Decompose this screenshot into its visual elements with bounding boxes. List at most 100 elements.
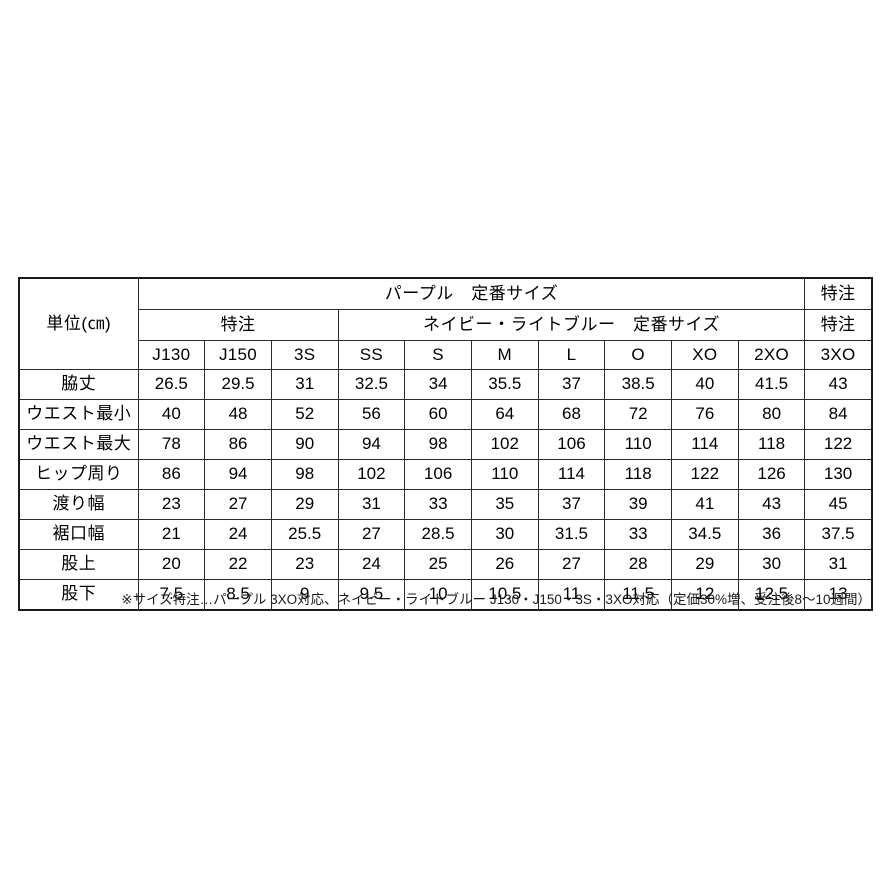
table-cell: 28.5 — [404, 519, 472, 550]
table-cell: 110 — [604, 429, 672, 460]
size-chart-container: 単位(㎝) パープル 定番サイズ 特注 特注 ネイビー・ライトブルー 定番サイズ… — [18, 277, 873, 611]
table-cell: 10 — [404, 579, 472, 611]
table-cell: 84 — [804, 399, 873, 430]
table-cell: 114 — [671, 429, 739, 460]
table-cell: 118 — [604, 459, 672, 490]
table-cell: 52 — [270, 399, 339, 430]
header-row-size-names: J130 J150 3S SS S M L O XO 2XO 3XO — [19, 340, 873, 370]
table-cell: 28 — [604, 549, 672, 580]
table-cell: 33 — [604, 519, 672, 550]
table-cell: 9.5 — [337, 579, 406, 611]
size-header-j150: J150 — [204, 340, 272, 370]
table-cell: 12 — [671, 579, 739, 611]
row-label: 脇丈 — [18, 369, 139, 400]
table-cell: 102 — [337, 459, 406, 490]
size-header-o: O — [604, 340, 672, 370]
table-cell: 23 — [270, 549, 339, 580]
table-cell: 130 — [804, 459, 873, 490]
group-cell-purple-standard: パープル 定番サイズ — [137, 277, 806, 310]
table-cell: 32.5 — [337, 369, 406, 400]
group-cell-purple-special: 特注 — [804, 277, 873, 310]
table-row: ウエスト最小 40 48 52 56 60 64 68 72 76 80 84 — [18, 399, 873, 430]
size-header-ss: SS — [337, 340, 406, 370]
size-header-j130: J130 — [137, 340, 206, 370]
table-cell: 40 — [671, 369, 739, 400]
size-header-m: M — [470, 340, 539, 370]
size-header-2xo: 2XO — [737, 340, 806, 370]
table-cell: 13 — [804, 579, 873, 611]
table-cell: 114 — [537, 459, 606, 490]
table-cell: 41 — [671, 489, 739, 520]
table-cell: 86 — [137, 459, 206, 490]
table-cell: 29.5 — [204, 369, 272, 400]
table-cell: 43 — [737, 489, 806, 520]
table-cell: 34.5 — [671, 519, 739, 550]
table-cell: 10.5 — [470, 579, 539, 611]
table-cell: 60 — [404, 399, 472, 430]
row-label: 裾口幅 — [18, 519, 139, 550]
table-cell: 12.5 — [737, 579, 806, 611]
table-row: 脇丈 26.5 29.5 31 32.5 34 35.5 37 38.5 40 … — [18, 369, 873, 400]
table-cell: 94 — [337, 429, 406, 460]
table-cell: 38.5 — [604, 369, 672, 400]
table-cell: 37 — [537, 369, 606, 400]
table-cell: 122 — [671, 459, 739, 490]
table-cell: 24 — [204, 519, 272, 550]
table-cell: 20 — [137, 549, 206, 580]
table-cell: 122 — [804, 429, 873, 460]
table-cell: 37 — [537, 489, 606, 520]
size-chart-table: 単位(㎝) パープル 定番サイズ 特注 特注 ネイビー・ライトブルー 定番サイズ… — [18, 277, 873, 611]
table-cell: 31 — [337, 489, 406, 520]
table-cell: 35.5 — [470, 369, 539, 400]
table-cell: 26 — [470, 549, 539, 580]
table-row: 股上 20 22 23 24 25 26 27 28 29 30 31 — [18, 549, 873, 580]
row-label: ウエスト最小 — [18, 399, 139, 430]
table-cell: 33 — [404, 489, 472, 520]
table-cell: 27 — [337, 519, 406, 550]
table-cell: 31 — [804, 549, 873, 580]
table-cell: 78 — [137, 429, 206, 460]
table-cell: 68 — [537, 399, 606, 430]
table-cell: 24 — [337, 549, 406, 580]
size-chart-footnote: ※サイズ特注…パープル 3XO対応、ネイビー・ライトブルー J130・J150・… — [121, 592, 871, 607]
table-cell: 76 — [671, 399, 739, 430]
table-cell: 25 — [404, 549, 472, 580]
table-cell: 80 — [737, 399, 806, 430]
size-header-3s: 3S — [270, 340, 339, 370]
table-cell: 106 — [537, 429, 606, 460]
table-cell: 94 — [204, 459, 272, 490]
row-label: ヒップ周り — [18, 459, 139, 490]
table-cell: 23 — [137, 489, 206, 520]
row-label: 渡り幅 — [18, 489, 139, 520]
table-cell: 56 — [337, 399, 406, 430]
table-cell: 118 — [737, 429, 806, 460]
table-cell: 36 — [737, 519, 806, 550]
group-cell-special-order: 特注 — [137, 309, 339, 341]
table-cell: 64 — [470, 399, 539, 430]
table-cell: 9 — [270, 579, 339, 611]
table-cell: 29 — [270, 489, 339, 520]
group-cell-navy-lightblue-standard: ネイビー・ライトブルー 定番サイズ — [337, 309, 806, 341]
table-cell: 30 — [737, 549, 806, 580]
table-cell: 34 — [404, 369, 472, 400]
unit-label-cell: 単位(㎝) — [18, 277, 139, 370]
table-cell: 11 — [537, 579, 606, 611]
header-row-color-group: 特注 ネイビー・ライトブルー 定番サイズ 特注 — [19, 309, 873, 341]
table-cell: 98 — [404, 429, 472, 460]
row-label: 股上 — [18, 549, 139, 580]
table-row: 渡り幅 23 27 29 31 33 35 37 39 41 43 45 — [18, 489, 873, 520]
table-cell: 7.5 — [137, 579, 206, 611]
size-header-l: L — [537, 340, 606, 370]
table-cell: 98 — [270, 459, 339, 490]
table-cell: 37.5 — [804, 519, 873, 550]
table-cell: 26.5 — [137, 369, 206, 400]
row-label: 股下 — [18, 579, 139, 611]
row-label: ウエスト最大 — [18, 429, 139, 460]
size-header-3xo: 3XO — [804, 340, 873, 370]
table-row: ヒップ周り 86 94 98 102 106 110 114 118 122 1… — [18, 459, 873, 490]
table-cell: 48 — [204, 399, 272, 430]
table-cell: 31.5 — [537, 519, 606, 550]
table-cell: 31 — [270, 369, 339, 400]
table-cell: 40 — [137, 399, 206, 430]
table-cell: 39 — [604, 489, 672, 520]
